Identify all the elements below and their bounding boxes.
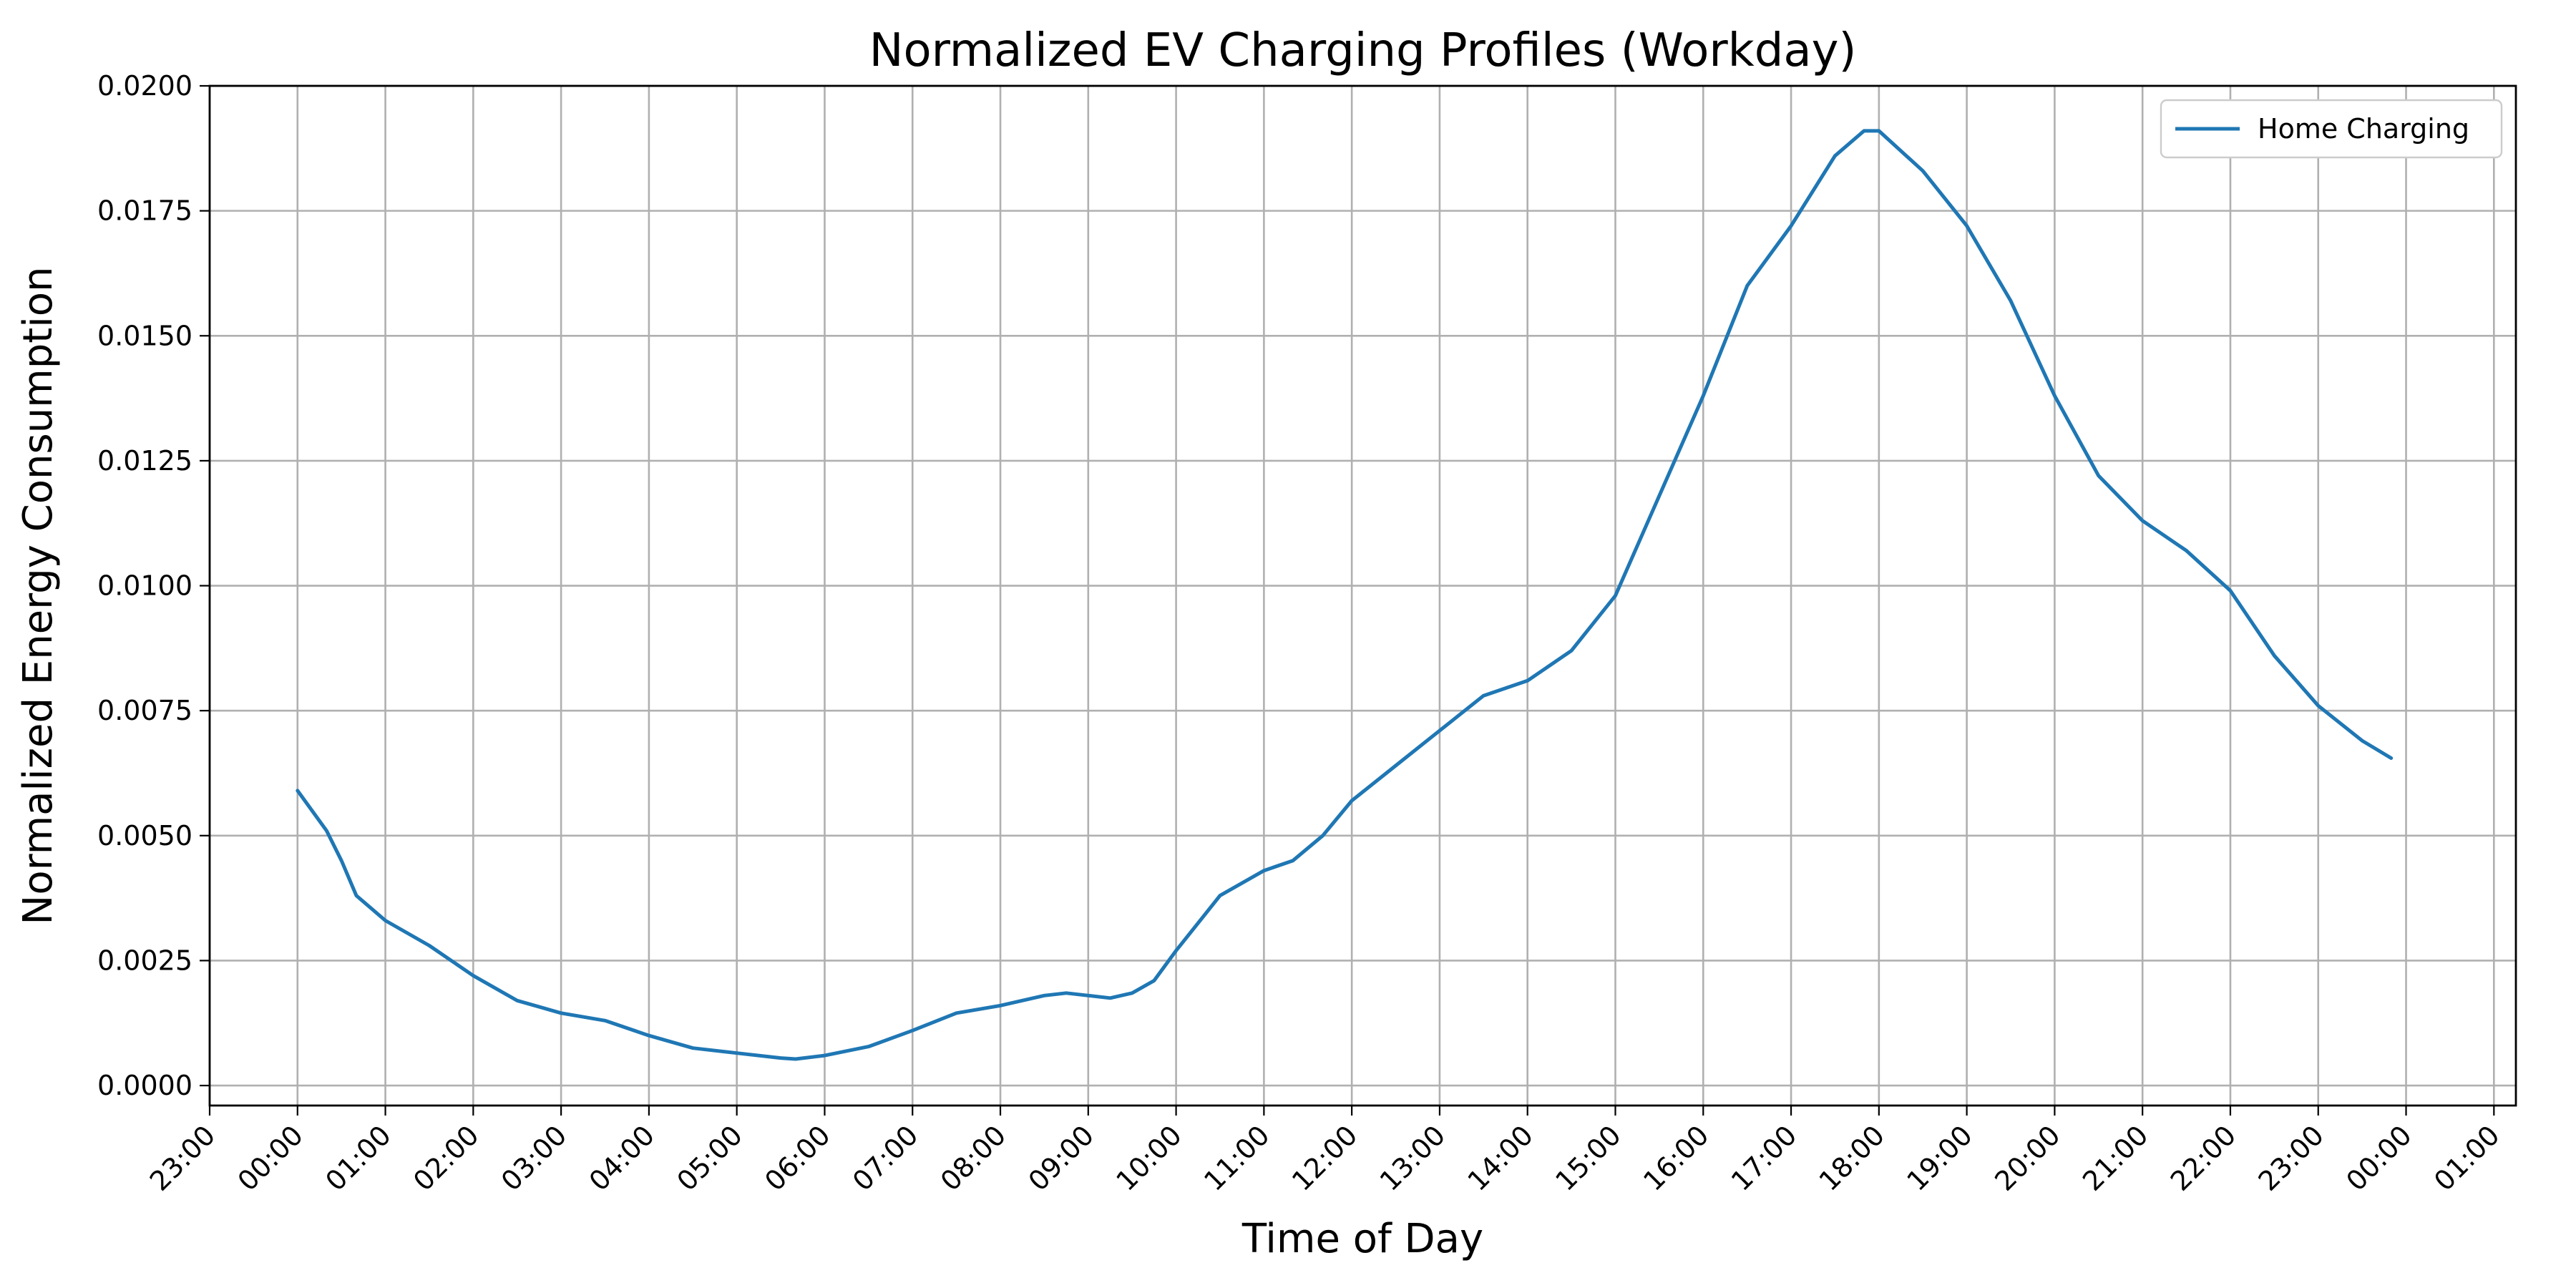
y-tick-label: 0.0025 bbox=[97, 945, 192, 976]
x-tick-label: 00:00 bbox=[2340, 1119, 2418, 1197]
x-tick-label: 17:00 bbox=[1725, 1119, 1803, 1197]
x-tick-label: 06:00 bbox=[758, 1119, 836, 1197]
legend-box bbox=[2160, 99, 2503, 159]
x-tick-label: 16:00 bbox=[1637, 1119, 1715, 1197]
y-tick-label: 0.0100 bbox=[97, 570, 192, 602]
x-tick-label: 20:00 bbox=[1989, 1119, 2067, 1197]
x-tick-label: 18:00 bbox=[1813, 1119, 1891, 1197]
x-tick-label: 09:00 bbox=[1023, 1119, 1101, 1197]
x-tick-label: 21:00 bbox=[2077, 1119, 2155, 1197]
legend: Home Charging bbox=[2160, 99, 2503, 159]
chart-title: Normalized EV Charging Profiles (Workday… bbox=[869, 24, 1857, 77]
x-tick-label: 00:00 bbox=[232, 1119, 310, 1197]
axes: 23:00 00:00 01:00 02:00 03:00 04:00 05:00 06:00… bbox=[97, 70, 2517, 1197]
y-tick-label: 0.0200 bbox=[97, 70, 192, 102]
y-tick-label: 0.0000 bbox=[97, 1070, 192, 1101]
x-tick-label: 23:00 bbox=[144, 1119, 222, 1197]
x-tick-label: 04:00 bbox=[583, 1119, 661, 1197]
x-tick-label: 01:00 bbox=[319, 1119, 397, 1197]
x-tick-label: 01:00 bbox=[2428, 1119, 2506, 1197]
y-tick-label: 0.0175 bbox=[97, 195, 192, 227]
x-tick-label: 11:00 bbox=[1198, 1119, 1276, 1197]
x-tick-label: 12:00 bbox=[1286, 1119, 1364, 1197]
x-tick-label: 08:00 bbox=[935, 1119, 1013, 1197]
x-tick-label: 13:00 bbox=[1374, 1119, 1452, 1197]
y-tick-label: 0.0150 bbox=[97, 320, 192, 351]
x-tick-label: 02:00 bbox=[407, 1119, 485, 1197]
x-tick-label: 23:00 bbox=[2253, 1119, 2331, 1197]
legend-label: Home Charging bbox=[2258, 113, 2469, 145]
y-axis-label: Normalized Energy Consumption bbox=[15, 266, 62, 924]
y-tick-label: 0.0075 bbox=[97, 695, 192, 726]
x-tick-label: 22:00 bbox=[2165, 1119, 2243, 1197]
x-tick-label: 07:00 bbox=[847, 1119, 924, 1197]
plot-frame bbox=[208, 84, 2517, 1107]
series-layer bbox=[296, 129, 2394, 1061]
x-tick-label: 15:00 bbox=[1549, 1119, 1627, 1197]
series-line-home-charging bbox=[296, 129, 2394, 1061]
x-tick-label: 10:00 bbox=[1110, 1119, 1188, 1197]
x-tick-label: 03:00 bbox=[495, 1119, 573, 1197]
y-tick-label: 0.0050 bbox=[97, 820, 192, 852]
x-tick-label: 05:00 bbox=[670, 1119, 748, 1197]
grid bbox=[208, 84, 2516, 1106]
x-tick-label: 19:00 bbox=[1901, 1119, 1979, 1197]
x-axis-label: Time of Day bbox=[1241, 1216, 1483, 1262]
y-tick-label: 0.0125 bbox=[97, 445, 192, 477]
x-tick-label: 14:00 bbox=[1462, 1119, 1540, 1197]
